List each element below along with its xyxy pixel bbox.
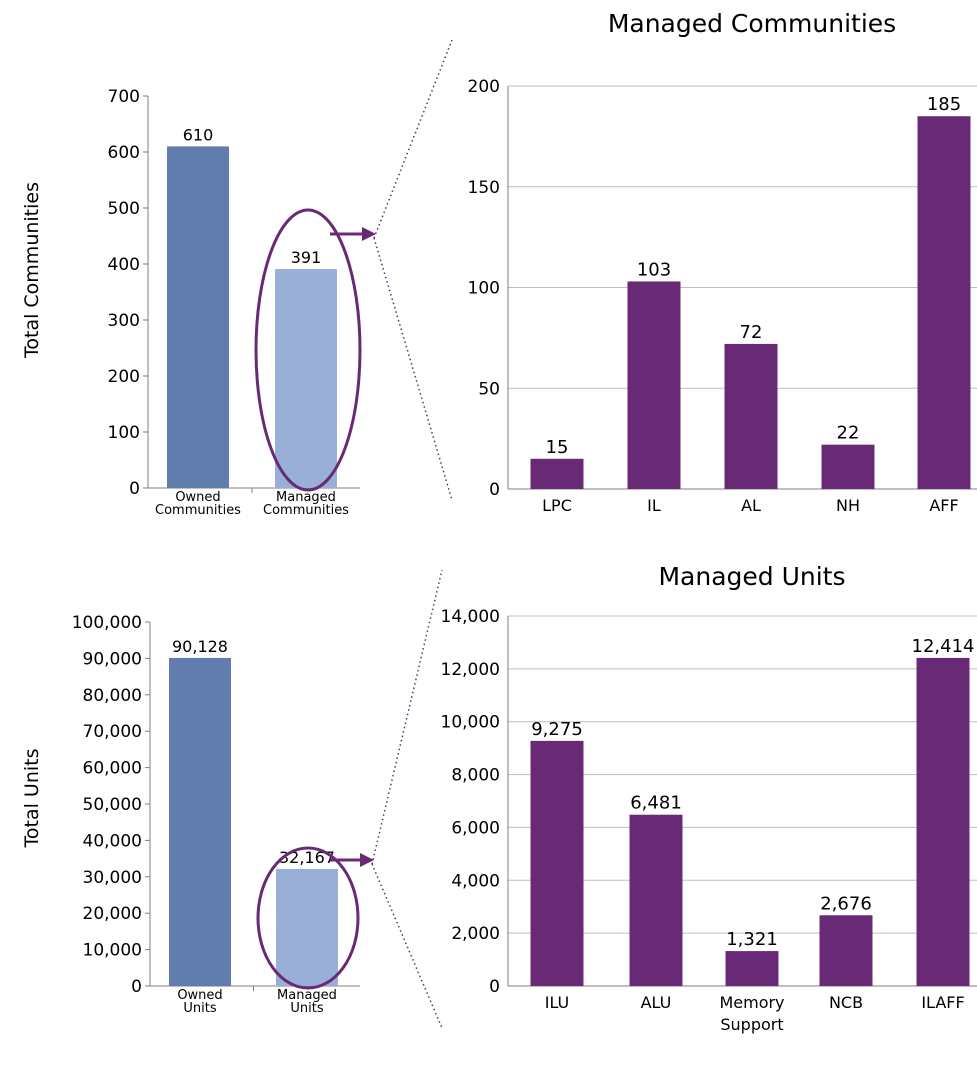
zoom-dotted-line [371,863,443,1029]
x-tick-label: Communities [263,503,349,518]
bar [169,657,231,986]
bar [916,657,970,986]
bar [627,281,681,489]
zoom-dotted-line [373,237,453,501]
bar [629,814,683,986]
x-tick-label: Memory [719,993,784,1012]
chart-managed-units: 0 2,000 4,000 6,000 8,000 10,000 12,000 14,000 9… [441,562,977,1034]
y-tick-label: 0 [129,479,140,499]
bar [167,146,229,488]
y-tick-label: 0 [489,480,500,500]
x-tick-label: AFF [929,496,958,515]
x-tick-label: AL [741,496,761,515]
y-axis-title: Total Communities [21,182,43,359]
data-label: 90,128 [172,637,228,656]
x-tick-label: Owned [175,490,220,505]
arrow-head [360,853,374,867]
y-tick-label: 70,000 [83,722,142,742]
y-tick-label: 8,000 [451,766,500,786]
y-tick-label: 400 [108,255,140,275]
data-label: 2,676 [820,893,872,914]
y-tick-label: 100 [468,279,500,299]
chart-title: Managed Units [658,562,845,591]
data-label: 9,275 [531,719,583,740]
bar [725,951,779,986]
data-label: 1,321 [726,929,778,950]
data-label: 6,481 [630,793,682,814]
data-label: 12,414 [912,636,975,657]
chart-managed-communities: 0 50 100 150 200 15 LPC 103 IL 72 AL 22 NH 185 AFF Mana… [468,9,977,515]
y-tick-label: 10,000 [83,941,142,961]
bar [530,458,584,489]
y-tick-label: 600 [108,143,140,163]
y-tick-label: 6,000 [451,818,500,838]
data-label: 22 [837,423,860,444]
y-tick-label: 50 [478,379,500,399]
x-tick-label: Units [290,1001,323,1016]
y-tick-label: 2,000 [451,924,500,944]
y-tick-label: 150 [468,178,500,198]
bar [724,343,778,489]
y-tick-label: 30,000 [83,868,142,888]
zoom-dotted-line [373,39,453,239]
bar [821,444,875,489]
x-tick-label: IL [647,496,661,515]
y-axis-title: Total Units [21,749,43,849]
chart-title: Managed Communities [608,9,896,38]
chart-total-communities: 0100200300400500600700610OwnedCommunitie… [21,87,360,518]
y-tick-label: 60,000 [83,759,142,779]
bar [917,116,971,489]
y-tick-label: 700 [108,87,140,107]
y-tick-label: 500 [108,199,140,219]
bar [275,269,337,488]
y-tick-label: 80,000 [83,686,142,706]
data-label: 32,167 [279,848,335,867]
y-tick-label: 4,000 [451,871,500,891]
bar [819,915,873,986]
arrow-head [362,227,376,241]
y-tick-label: 200 [468,77,500,97]
zoom-dotted-line [371,569,443,865]
y-tick-label: 300 [108,311,140,331]
data-label: 185 [927,94,961,115]
y-tick-label: 90,000 [83,649,142,669]
data-label: 72 [740,322,763,343]
highlight-ellipse [256,846,360,990]
y-tick-label: 40,000 [83,831,142,851]
y-tick-label: 12,000 [441,660,500,680]
y-tick-label: 14,000 [441,607,500,627]
bar [530,740,584,986]
x-tick-label: Managed [277,988,337,1003]
zoom-annotations [254,39,453,1029]
x-tick-label: NCB [829,993,863,1012]
y-tick-label: 0 [489,977,500,997]
x-tick-label: NH [836,496,860,515]
data-label: 15 [546,437,569,458]
x-tick-label: Owned [177,988,222,1003]
x-tick-label: Communities [155,503,241,518]
y-tick-label: 0 [131,977,142,997]
y-tick-label: 20,000 [83,904,142,924]
y-tick-label: 10,000 [441,713,500,733]
x-tick-label: ALU [641,993,672,1012]
highlight-ellipse [254,208,362,492]
bar [276,868,338,986]
chart-total-units: 0 10,000 20,000 30,000 40,000 50,000 60,000 70,… [21,613,360,1016]
data-label: 391 [291,248,322,267]
data-label: 610 [183,125,214,144]
x-tick-label: Units [183,1001,216,1016]
y-tick-label: 100 [108,423,140,443]
x-tick-label: ILU [545,993,570,1012]
y-tick-label: 50,000 [83,795,142,815]
x-tick-label: Managed [276,490,336,505]
y-tick-label: 200 [108,367,140,387]
x-tick-label: LPC [542,496,572,515]
y-tick-label: 100,000 [72,613,142,633]
data-label: 103 [637,259,671,280]
x-tick-label: Support [720,1015,783,1034]
x-tick-label: ILAFF [921,993,964,1012]
